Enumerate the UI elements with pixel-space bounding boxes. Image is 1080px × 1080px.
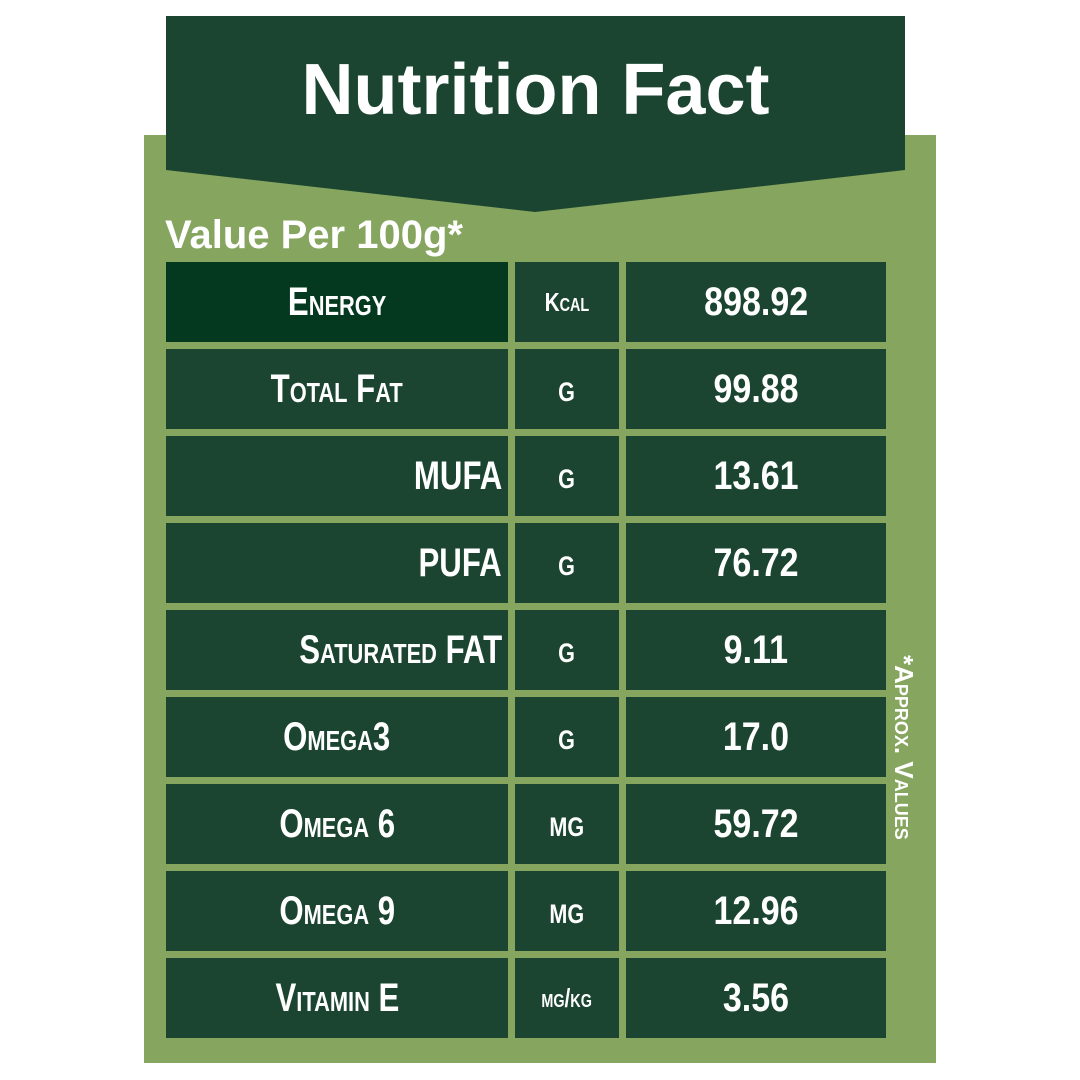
table-cell: 12.96 — [626, 871, 886, 951]
unit: g — [558, 715, 576, 758]
unit: mg — [549, 802, 585, 845]
amount: 99.88 — [713, 366, 799, 411]
amount: 17.0 — [722, 714, 790, 759]
table-cell: Saturated FAT — [166, 610, 508, 690]
unit: g — [558, 628, 576, 671]
table-cell: g — [515, 697, 619, 777]
nutrient-label: Omega3 — [283, 714, 391, 759]
nutrient-label: MUFA — [413, 453, 502, 498]
nutrient-label: Omega 6 — [279, 801, 395, 846]
nutrient-label: Vitamin E — [275, 975, 399, 1020]
table-cell: Total Fat — [166, 349, 508, 429]
unit: g — [558, 454, 576, 497]
banner — [166, 16, 905, 212]
nutrient-label: Omega 9 — [279, 888, 395, 933]
table-cell: mg — [515, 784, 619, 864]
table-cell: Vitamin E — [166, 958, 508, 1038]
nutrient-label: Saturated FAT — [299, 627, 502, 672]
amount: 3.56 — [722, 975, 790, 1020]
table-cell: 99.88 — [626, 349, 886, 429]
nutrient-label: Energy — [287, 279, 387, 324]
subtitle: Value Per 100g* — [165, 213, 463, 257]
table-cell: 59.72 — [626, 784, 886, 864]
table-cell: Omega 9 — [166, 871, 508, 951]
table-cell: mg/kg — [515, 958, 619, 1038]
table-cell: PUFA — [166, 523, 508, 603]
table-cell: MUFA — [166, 436, 508, 516]
unit: g — [558, 367, 576, 410]
table-cell: g — [515, 610, 619, 690]
unit: Kcal — [544, 286, 590, 317]
table-cell: Kcal — [515, 262, 619, 342]
table-cell: mg — [515, 871, 619, 951]
table-cell: 898.92 — [626, 262, 886, 342]
table-cell: 3.56 — [626, 958, 886, 1038]
amount: 59.72 — [713, 801, 799, 846]
amount: 9.11 — [723, 627, 789, 672]
table-cell: Omega3 — [166, 697, 508, 777]
table-cell: 9.11 — [626, 610, 886, 690]
amount: 898.92 — [704, 279, 808, 324]
title: Nutrition Fact — [301, 50, 770, 130]
unit: g — [558, 541, 576, 584]
table-cell: 76.72 — [626, 523, 886, 603]
unit: mg/kg — [541, 982, 593, 1013]
table-cell: 13.61 — [626, 436, 886, 516]
nutrient-label: PUFA — [418, 540, 502, 585]
unit: mg — [549, 889, 585, 932]
footnote: *Approx. Values — [889, 655, 919, 840]
table-cell: g — [515, 523, 619, 603]
table-cell: g — [515, 349, 619, 429]
amount: 12.96 — [713, 888, 799, 933]
amount: 76.72 — [713, 540, 799, 585]
table-cell: Energy — [166, 262, 508, 342]
amount: 13.61 — [713, 453, 799, 498]
nutrient-label: Total Fat — [270, 366, 404, 411]
table-cell: Omega 6 — [166, 784, 508, 864]
table-cell: 17.0 — [626, 697, 886, 777]
table-cell: g — [515, 436, 619, 516]
